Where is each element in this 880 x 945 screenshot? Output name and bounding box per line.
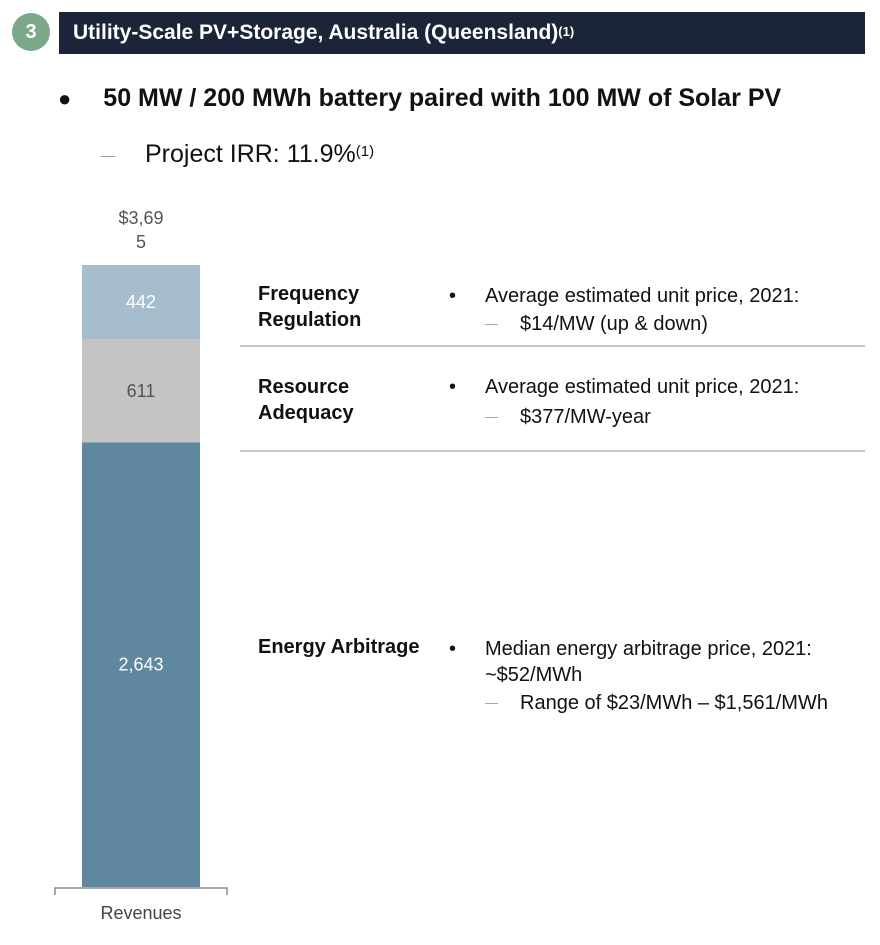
chart-total-line: $3,69 [118, 208, 164, 228]
bullet-dot-icon: ● [58, 85, 72, 111]
dash-icon: — [485, 695, 498, 710]
bullet-dot-icon: • [449, 638, 457, 660]
dash-icon: — [101, 146, 115, 163]
row-bullet-energy-arbitrage: Median energy arbitrage price, 2021: ~$5… [485, 638, 812, 686]
row-title-resource-adequacy: Resource Adequacy [258, 376, 354, 424]
row-divider [240, 450, 865, 452]
bullet-dot-icon: • [449, 285, 457, 307]
dash-icon: — [485, 409, 498, 424]
bar-data-label: 2,643 [118, 655, 163, 675]
row-bullet-frequency-regulation: Average estimated unit price, 2021: [485, 285, 800, 307]
bar-data-label: 611 [127, 381, 156, 401]
row-divider [240, 345, 865, 347]
row-sub-text: $14/MW (up & down) [520, 313, 708, 335]
section-title-footnote: (1) [558, 23, 575, 39]
bullet-dot-icon: • [449, 376, 457, 398]
row-title-energy-arbitrage: Energy Arbitrage [258, 636, 420, 658]
irr-text: Project IRR: 11.9% [145, 140, 356, 168]
irr-line: — Project IRR: 11.9% (1) [101, 140, 374, 169]
dash-icon: — [485, 316, 498, 331]
chart-total-label: $3,69 5 [82, 206, 200, 254]
section-title: Utility-Scale PV+Storage, Australia (Que… [73, 21, 559, 44]
headline: ● 50 MW / 200 MWh battery paired with 10… [58, 84, 781, 113]
x-axis-baseline [54, 887, 228, 895]
bar-data-label: 442 [126, 292, 156, 312]
section-header: Utility-Scale PV+Storage, Australia (Que… [59, 12, 865, 54]
section-number-badge: 3 [12, 13, 50, 51]
chart-total-line: 5 [135, 232, 146, 252]
bar-segment-resource-adequacy [82, 339, 200, 443]
row-sub-resource-adequacy: — $377/MW-year [485, 404, 651, 430]
row-sub-text: Range of $23/MWh – $1,561/MWh [520, 692, 828, 714]
row-sub-frequency-regulation: — $14/MW (up & down) [485, 311, 708, 337]
row-sub-text: $377/MW-year [520, 406, 651, 428]
chart-category-label: Revenues [100, 903, 182, 923]
bar-segment-frequency-regulation [82, 265, 200, 340]
bar-segment-energy-arbitrage [82, 442, 200, 887]
row-sub-energy-arbitrage: — Range of $23/MWh – $1,561/MWh [485, 690, 828, 716]
row-title-frequency-regulation: Frequency Regulation [258, 283, 362, 331]
row-bullet-resource-adequacy: Average estimated unit price, 2021: [485, 376, 800, 398]
headline-text: 50 MW / 200 MWh battery paired with 100 … [103, 84, 782, 112]
irr-footnote: (1) [355, 143, 375, 160]
